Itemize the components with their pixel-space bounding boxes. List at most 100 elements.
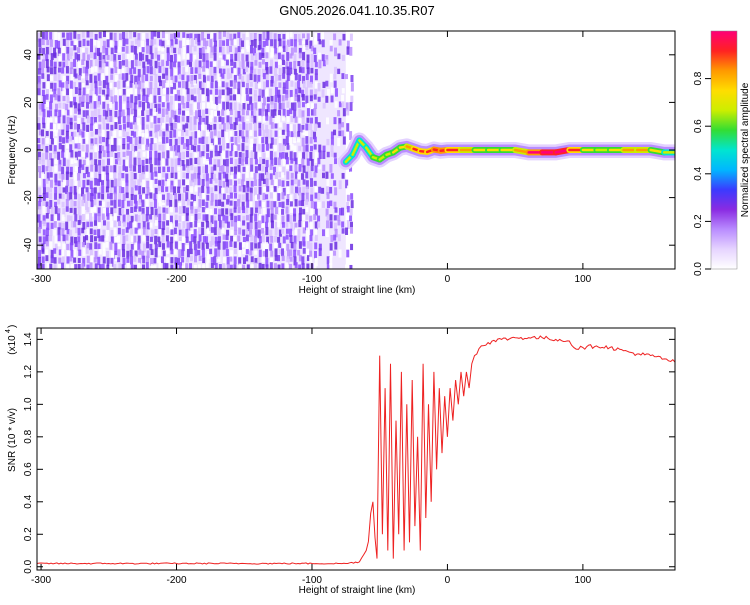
noise-cell	[113, 199, 117, 209]
noise-cell	[201, 46, 205, 55]
noise-cell	[186, 94, 190, 102]
noise-cell	[285, 136, 289, 145]
noise-cell	[118, 46, 122, 53]
x-tick-label: -200	[167, 575, 187, 586]
noise-cell	[281, 192, 285, 200]
noise-cell	[154, 178, 158, 184]
noise-cell	[157, 206, 161, 214]
noise-cell	[297, 33, 301, 43]
noise-cell	[142, 255, 146, 264]
noise-cell	[266, 103, 270, 113]
noise-cell	[54, 130, 58, 137]
noise-cell	[265, 242, 269, 249]
noise-cell	[62, 87, 66, 96]
noise-cell	[278, 46, 282, 52]
noise-cell	[306, 67, 310, 75]
noise-cell	[265, 227, 269, 236]
noise-cell	[242, 248, 246, 255]
noise-cell	[82, 138, 86, 144]
noise-cell	[129, 68, 133, 75]
noise-cell	[174, 220, 178, 227]
noise-cell	[141, 124, 145, 134]
noise-cell	[69, 229, 73, 236]
noise-cell	[70, 158, 74, 164]
noise-cell	[306, 255, 310, 261]
noise-cell	[230, 213, 234, 221]
noise-cell	[90, 82, 94, 92]
noise-cell	[177, 158, 181, 167]
noise-cell	[141, 40, 145, 49]
noise-cell	[38, 220, 42, 229]
noise-cell	[237, 46, 241, 53]
noise-cell	[65, 199, 69, 207]
noise-cell	[202, 157, 206, 164]
noise-cell	[225, 158, 229, 167]
noise-cell	[193, 200, 197, 207]
noise-cell	[189, 158, 193, 166]
noise-cell	[334, 241, 338, 250]
noise-cell	[178, 229, 182, 236]
noise-cell	[138, 257, 142, 264]
noise-cell	[310, 53, 314, 62]
noise-cell	[61, 45, 65, 54]
noise-cell	[213, 158, 217, 167]
noise-cell	[118, 95, 122, 103]
noise-cell	[282, 73, 286, 79]
noise-cell	[230, 53, 234, 62]
noise-cell	[66, 95, 70, 103]
noise-cell	[150, 137, 154, 145]
noise-cell	[333, 73, 337, 80]
noise-cell	[297, 94, 301, 103]
noise-cell	[301, 33, 305, 41]
noise-cell	[282, 138, 286, 147]
snr-panel: -300 -200 -100 0 100 0.00.20.40.60.81.01.21.…	[5, 325, 676, 596]
noise-cell	[317, 122, 321, 128]
noise-cell	[310, 109, 314, 116]
noise-cell	[98, 32, 102, 39]
noise-cell	[122, 116, 126, 124]
noise-cell	[302, 145, 306, 153]
noise-cell	[137, 241, 141, 251]
noise-cell	[42, 47, 46, 56]
noise-cell	[105, 137, 109, 147]
noise-cell	[122, 257, 126, 265]
noise-cell	[61, 32, 65, 38]
noise-cell	[77, 193, 81, 201]
noise-cell	[118, 207, 122, 216]
noise-cell	[78, 137, 82, 146]
noise-cell	[86, 221, 90, 229]
noise-cell	[54, 158, 58, 165]
noise-cell	[118, 73, 122, 80]
noise-cell	[233, 241, 237, 248]
noise-cell	[245, 82, 249, 89]
noise-cell	[206, 194, 210, 201]
noise-cell	[181, 80, 185, 89]
noise-cell	[86, 40, 90, 46]
noise-cell	[174, 234, 178, 241]
noise-cell	[126, 53, 130, 62]
noise-cell	[49, 122, 53, 130]
noise-cell	[174, 172, 178, 181]
noise-cell	[97, 192, 101, 199]
noise-cell	[294, 262, 298, 269]
noise-cell	[149, 95, 153, 104]
noise-cell	[46, 39, 50, 46]
noise-cell	[262, 158, 266, 165]
noise-cell	[50, 59, 54, 67]
noise-cell	[102, 31, 106, 38]
noise-cell	[146, 150, 150, 159]
noise-cell	[114, 88, 118, 96]
noise-cell	[90, 192, 94, 202]
noise-cell	[294, 94, 298, 102]
noise-cell	[186, 248, 190, 258]
noise-cell	[41, 144, 45, 152]
noise-cell	[41, 152, 45, 162]
noise-cell	[105, 229, 109, 237]
noise-cell	[173, 186, 177, 196]
noise-cell	[301, 102, 305, 108]
noise-cell	[329, 73, 333, 83]
noise-cell	[41, 263, 45, 269]
noise-cell	[326, 264, 330, 269]
noise-cell	[54, 235, 58, 244]
noise-cell	[85, 201, 89, 210]
